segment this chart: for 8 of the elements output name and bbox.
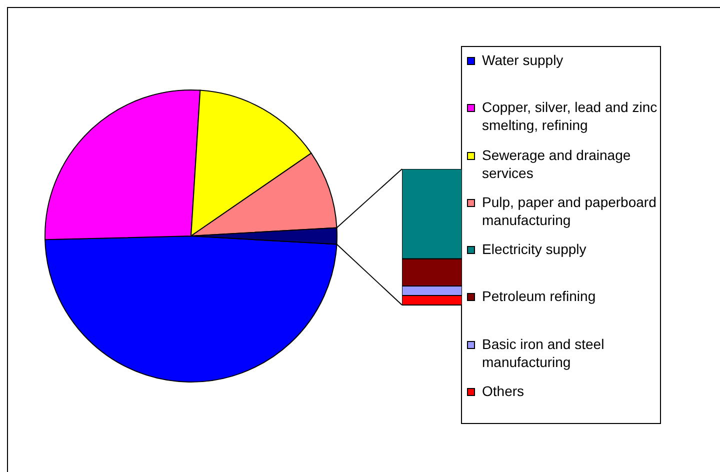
legend-label: Sewerage and drainage services (482, 146, 632, 182)
legend-label: Basic iron and steel manufacturing (482, 334, 606, 370)
legend-label: Copper, silver, lead and zinc smelting, refining (482, 98, 658, 134)
legend-label: Water supply (482, 51, 564, 69)
legend-label: Pulp, paper and paperboard manufacturing (482, 192, 658, 229)
legend-label: Electricity supply (482, 240, 588, 258)
legend-label: Others (482, 382, 526, 400)
legend-label: Petroleum refining (482, 287, 597, 306)
